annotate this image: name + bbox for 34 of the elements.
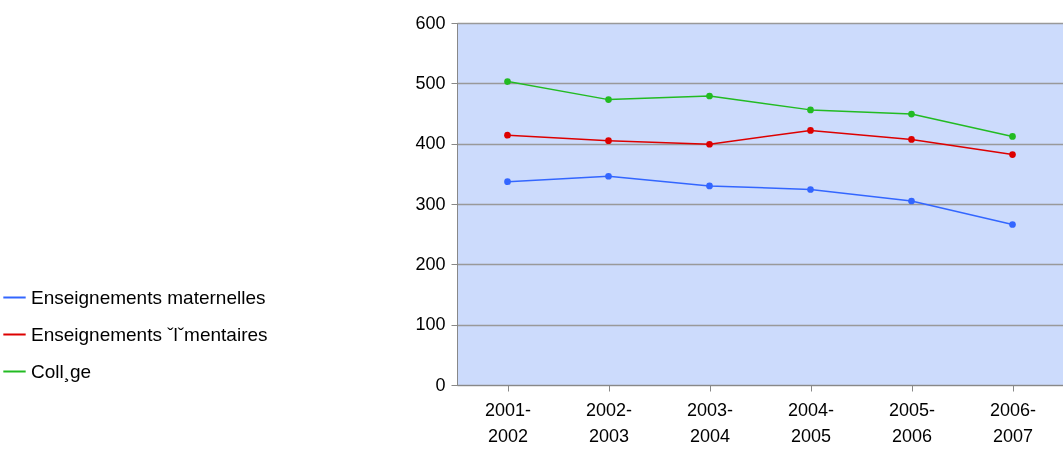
x-tick-label: 2004-2005 (787, 399, 835, 446)
x-tick-label: 2003-2004 (686, 399, 734, 446)
point (1009, 221, 1016, 228)
point (1009, 151, 1016, 158)
y-tick-label: 300 (415, 193, 446, 214)
point (605, 137, 612, 144)
point (504, 78, 511, 85)
point (706, 92, 713, 100)
x-tick-label: 2002-2003 (585, 399, 633, 446)
point (908, 197, 915, 205)
y-tick-label: 0 (435, 374, 446, 395)
point (807, 106, 814, 114)
y-tick-label: 200 (415, 253, 446, 274)
legend-label: Enseignements maternelles (31, 286, 266, 308)
point (605, 172, 612, 180)
point (504, 178, 511, 186)
point (1009, 133, 1016, 140)
point (605, 96, 612, 103)
y-tick-label: 100 (415, 314, 446, 335)
y-tick-label: 400 (415, 133, 446, 154)
x-tick-label: 2006-2007 (989, 399, 1037, 446)
point (807, 186, 814, 193)
legend-label: Enseignements ˇlˇmentaires (31, 323, 268, 345)
x-tick-label: 2001-2002 (484, 399, 532, 446)
point (504, 131, 511, 139)
point (908, 136, 915, 143)
point (807, 127, 814, 134)
point (706, 182, 713, 190)
legend-label: Coll¸ge (31, 360, 92, 382)
y-tick-label: 600 (415, 12, 446, 33)
y-tick-label: 500 (415, 72, 446, 93)
x-tick-label: 2005-2006 (888, 399, 936, 446)
point (908, 110, 915, 118)
point (706, 140, 713, 148)
